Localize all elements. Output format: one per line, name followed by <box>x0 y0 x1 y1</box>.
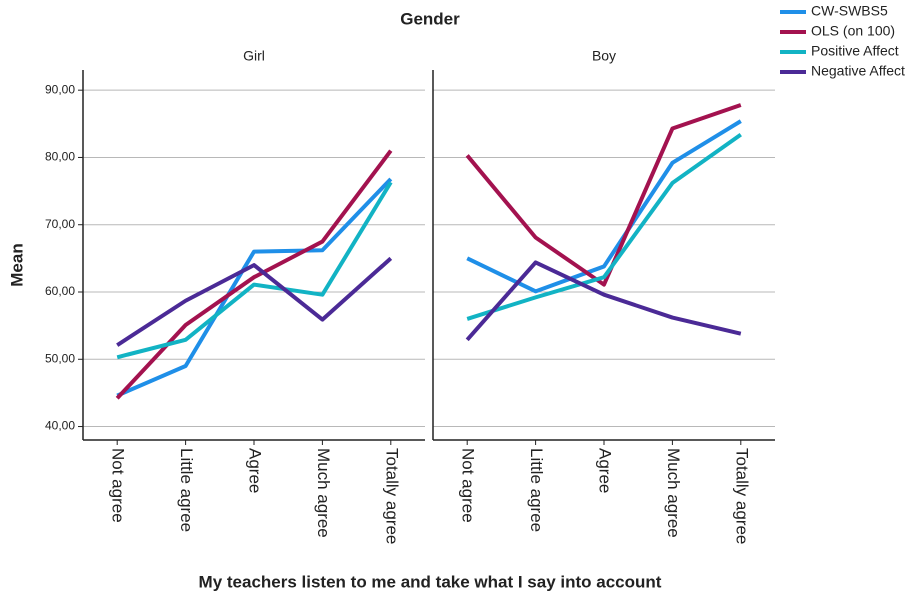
series-line <box>116 256 393 347</box>
x-tick-label: Totally agree <box>382 448 401 544</box>
series-line <box>116 181 393 360</box>
series-line <box>116 177 393 398</box>
panel-title: Girl <box>243 48 265 64</box>
x-tick-label: Not agree <box>109 448 128 523</box>
series-line <box>466 132 742 321</box>
series-line <box>465 103 742 287</box>
x-tick-label: Much agree <box>664 448 683 538</box>
legend-label: Positive Affect <box>811 43 899 59</box>
x-axis-label: My teachers listen to me and take what I… <box>199 572 662 591</box>
y-tick-label: 70,00 <box>45 217 75 231</box>
y-tick-label: 40,00 <box>45 419 75 433</box>
y-tick-label: 90,00 <box>45 82 75 96</box>
series-line <box>465 260 742 342</box>
legend-label: OLS (on 100) <box>811 23 895 39</box>
y-tick-label: 80,00 <box>45 150 75 164</box>
legend-label: CW-SWBS5 <box>811 3 888 19</box>
x-tick-label: Agree <box>596 448 615 493</box>
series-line <box>466 119 742 294</box>
y-axis-label: Mean <box>7 243 26 286</box>
chart-title: Gender <box>400 9 460 28</box>
panel-title: Boy <box>592 48 616 64</box>
y-tick-label: 50,00 <box>45 351 75 365</box>
x-tick-label: Agree <box>246 448 265 493</box>
x-tick-label: Totally agree <box>732 448 751 544</box>
legend-label: Negative Affect <box>811 63 905 79</box>
x-tick-label: Little agree <box>527 448 546 532</box>
y-tick-label: 60,00 <box>45 284 75 298</box>
x-tick-label: Not agree <box>459 448 478 523</box>
x-tick-label: Little agree <box>177 448 196 532</box>
x-tick-label: Much agree <box>314 448 333 538</box>
series-line <box>115 149 393 400</box>
